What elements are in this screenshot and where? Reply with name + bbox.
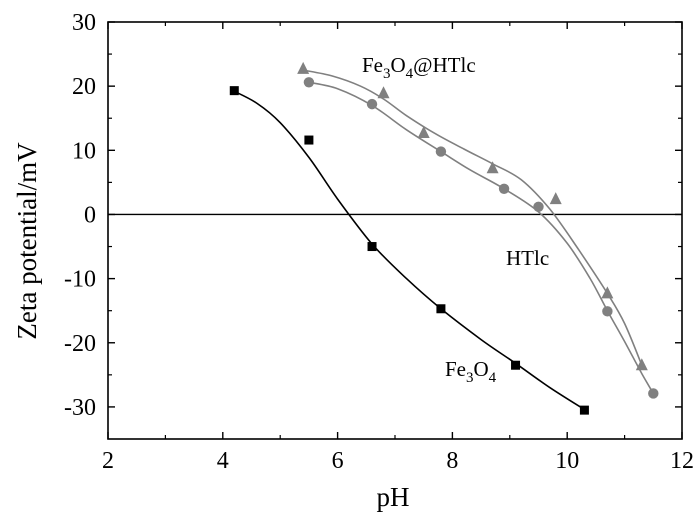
- point-fe3o4: [436, 304, 446, 314]
- x-tick-label-8: 8: [446, 448, 458, 474]
- point-htlc: [435, 146, 447, 157]
- x-tick-label-12: 12: [670, 448, 694, 474]
- point-htlc: [366, 98, 378, 110]
- point-fe3o4-htlc: [377, 86, 390, 99]
- axes: 2 4 6 8 10 12 30 20 10 0 -10 -20 -30: [64, 10, 694, 474]
- y-tick-label-20: 20: [72, 74, 96, 100]
- point-htlc: [533, 201, 544, 212]
- y-tick-label--30: -30: [64, 395, 96, 421]
- x-tick-label-10: 10: [555, 448, 579, 474]
- point-fe3o4: [511, 360, 521, 370]
- point-fe3o4-htlc: [635, 358, 648, 371]
- point-fe3o4-htlc: [486, 161, 499, 174]
- point-fe3o4: [579, 405, 589, 415]
- x-tick-label-2: 2: [102, 448, 114, 474]
- point-htlc: [498, 183, 510, 194]
- y-tick-label--10: -10: [64, 267, 96, 293]
- point-fe3o4-htlc: [297, 61, 310, 74]
- y-axis-title: Zeta potential/mV: [12, 142, 42, 340]
- x-tick-label-4: 4: [217, 448, 229, 474]
- series-label-fe3o4: Fe3O4: [445, 357, 497, 386]
- point-fe3o4-htlc: [601, 286, 614, 299]
- x-axis-title: pH: [377, 482, 410, 512]
- x-tick-label-6: 6: [332, 448, 344, 474]
- point-htlc: [648, 388, 659, 399]
- series-label-htlc: HTlc: [506, 246, 549, 270]
- y-tick-label-0: 0: [84, 202, 96, 228]
- fit-curve-htlc: [308, 81, 654, 394]
- data-points: [229, 61, 659, 415]
- fitted-curves: [233, 69, 654, 411]
- point-fe3o4: [304, 135, 314, 145]
- fit-curve-fe3o4-htlc: [303, 69, 643, 366]
- y-tick-label-30: 30: [72, 10, 96, 36]
- point-fe3o4-htlc: [549, 192, 562, 205]
- point-htlc: [303, 77, 315, 88]
- plot-frame: [107, 21, 683, 440]
- series-label-fe3o4-htlc: Fe3O4@HTlc: [362, 53, 476, 82]
- y-tick-label--20: -20: [64, 331, 96, 357]
- point-htlc: [602, 306, 613, 317]
- point-fe3o4-htlc: [417, 125, 430, 138]
- y-tick-label-10: 10: [72, 138, 96, 164]
- series-annotations: Fe3O4 Fe3O4@HTlc HTlc: [362, 53, 549, 386]
- point-fe3o4: [229, 86, 239, 96]
- point-fe3o4: [367, 242, 377, 252]
